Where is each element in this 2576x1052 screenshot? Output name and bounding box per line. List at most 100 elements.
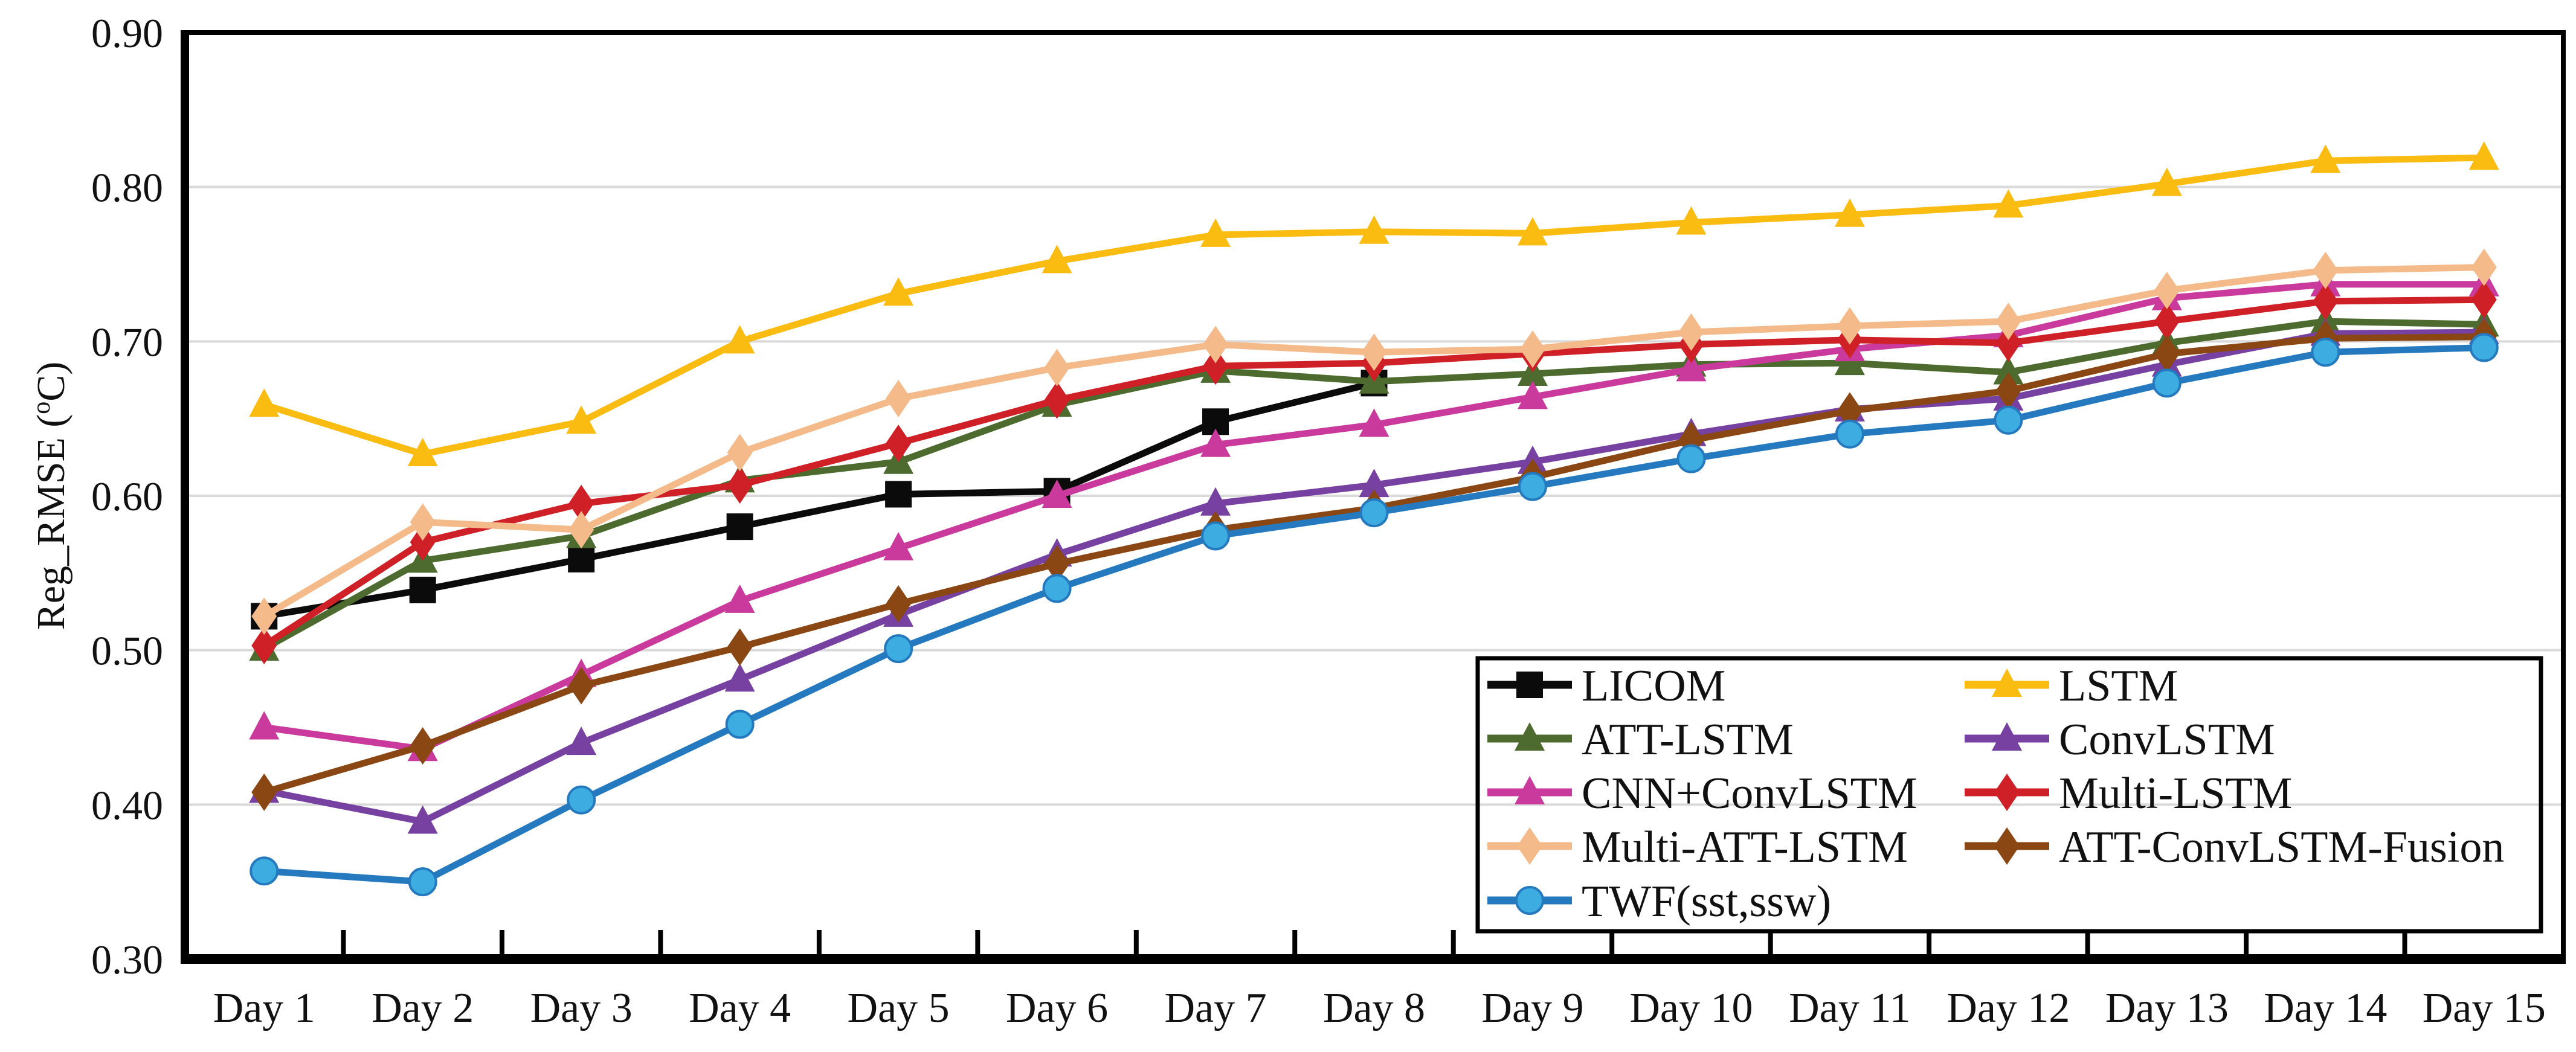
- marker-diamond: [1994, 827, 2020, 865]
- marker-triangle: [249, 388, 280, 417]
- marker-triangle: [1200, 218, 1231, 247]
- marker-triangle: [2468, 141, 2499, 170]
- marker-square: [568, 545, 595, 573]
- marker-diamond: [2471, 281, 2497, 319]
- marker-circle: [725, 710, 755, 739]
- marker-triangle: [1992, 722, 2022, 751]
- y-tick-label: 0.70: [91, 319, 163, 365]
- series-LSTM: [249, 141, 2499, 466]
- x-tick-label: Day 10: [1629, 985, 1753, 1031]
- marker-triangle: [1359, 408, 1389, 437]
- series-line: [260, 264, 2488, 620]
- x-tick-label: Day 7: [1164, 985, 1266, 1031]
- marker-diamond: [251, 597, 277, 635]
- marker-circle: [1515, 886, 1544, 915]
- marker-diamond: [2313, 251, 2339, 289]
- y-tick-label: 0.40: [91, 782, 163, 828]
- x-tick-label: Day 2: [372, 985, 474, 1031]
- x-tick-label: Day 8: [1323, 985, 1425, 1031]
- marker-diamond: [2313, 282, 2339, 320]
- marker-triangle: [1359, 215, 1389, 244]
- marker-triangle: [1517, 217, 1548, 246]
- marker-triangle: [883, 277, 914, 306]
- legend-label: Multi-ATT-LSTM: [1582, 823, 1908, 872]
- marker-circle: [1201, 521, 1231, 551]
- marker-triangle: [1992, 669, 2022, 697]
- series-TWF(sst,ssw): [250, 333, 2499, 897]
- marker-triangle: [1993, 189, 2024, 218]
- x-tick-label: Day 12: [1946, 985, 2070, 1031]
- x-tick-label: Day 3: [530, 985, 633, 1031]
- marker-triangle: [566, 726, 597, 755]
- marker-diamond: [1995, 324, 2021, 362]
- marker-diamond: [1519, 330, 1545, 368]
- series-Multi-ATT-LSTM: [251, 248, 2497, 635]
- marker-triangle: [249, 711, 280, 740]
- marker-circle: [1994, 405, 2023, 435]
- marker-diamond: [568, 667, 594, 705]
- marker-diamond: [568, 484, 594, 522]
- marker-diamond: [1044, 545, 1070, 583]
- marker-diamond: [251, 773, 277, 811]
- y-tick-label: 0.30: [91, 937, 163, 983]
- y-tick-labels: 0.30 0.40 0.50 0.60 0.70 0.80 0.90: [91, 10, 163, 983]
- legend-box: [1475, 656, 2543, 934]
- marker-circle: [1835, 419, 1864, 449]
- marker-square: [409, 576, 436, 603]
- marker-circle: [884, 634, 913, 664]
- marker-circle: [2152, 368, 2182, 398]
- marker-circle: [408, 867, 437, 897]
- marker-triangle: [1834, 198, 1865, 227]
- marker-triangle: [566, 405, 597, 434]
- legend-label: ATT-ConvLSTM-Fusion: [2059, 823, 2504, 872]
- marker-diamond: [1678, 313, 1704, 351]
- marker-square: [1516, 672, 1543, 698]
- marker-diamond: [886, 425, 912, 463]
- legend-label: Multi-LSTM: [2059, 769, 2292, 818]
- x-tick-label: Day 15: [2423, 985, 2546, 1031]
- marker-diamond: [2154, 271, 2180, 309]
- marker-diamond: [1203, 326, 1229, 364]
- marker-triangle: [1517, 380, 1548, 409]
- legend-item-ATT-LSTM: ATT-LSTM: [1487, 715, 1794, 765]
- x-tick-label: Day 13: [2105, 985, 2229, 1031]
- x-tick-label: Day 4: [689, 985, 791, 1031]
- marker-circle: [250, 856, 279, 886]
- marker-diamond: [727, 434, 753, 472]
- marker-diamond: [886, 379, 912, 417]
- x-tick-label: Day 1: [213, 985, 315, 1031]
- legend-item-ATT-ConvLSTM-Fusion: ATT-ConvLSTM-Fusion: [1965, 823, 2504, 872]
- marker-diamond: [410, 523, 436, 561]
- legend-label: TWF(sst,ssw): [1582, 877, 1831, 926]
- marker-diamond: [1044, 381, 1070, 419]
- marker-circle: [2311, 338, 2340, 367]
- legend-label: LICOM: [1582, 661, 1725, 711]
- marker-diamond: [568, 511, 594, 549]
- marker-triangle: [724, 584, 755, 613]
- y-tick-label: 0.80: [91, 165, 163, 211]
- marker-diamond: [2154, 335, 2180, 373]
- legend-label: ATT-LSTM: [1582, 715, 1794, 765]
- marker-triangle: [2310, 144, 2341, 173]
- marker-triangle: [1515, 722, 1545, 751]
- legend-item-CNN+ConvLSTM: CNN+ConvLSTM: [1487, 769, 1918, 818]
- marker-square: [885, 481, 912, 508]
- legend-item-TWF(sst,ssw): TWF(sst,ssw): [1487, 877, 1831, 926]
- x-tick-label: Day 11: [1789, 985, 1911, 1031]
- marker-diamond: [1837, 392, 1863, 430]
- marker-triangle: [1200, 428, 1231, 457]
- marker-diamond: [1361, 333, 1387, 371]
- marker-circle: [1359, 498, 1389, 528]
- y-axis-title: Reg_RMSE (oC): [28, 362, 73, 630]
- marker-diamond: [1995, 303, 2021, 341]
- marker-triangle: [1200, 487, 1231, 516]
- y-tick-label: 0.60: [91, 473, 163, 519]
- marker-square: [726, 513, 753, 540]
- marker-diamond: [410, 727, 436, 765]
- legend-item-Multi-LSTM: Multi-LSTM: [1965, 769, 2292, 818]
- marker-triangle: [1042, 245, 1072, 274]
- marker-diamond: [2471, 248, 2497, 286]
